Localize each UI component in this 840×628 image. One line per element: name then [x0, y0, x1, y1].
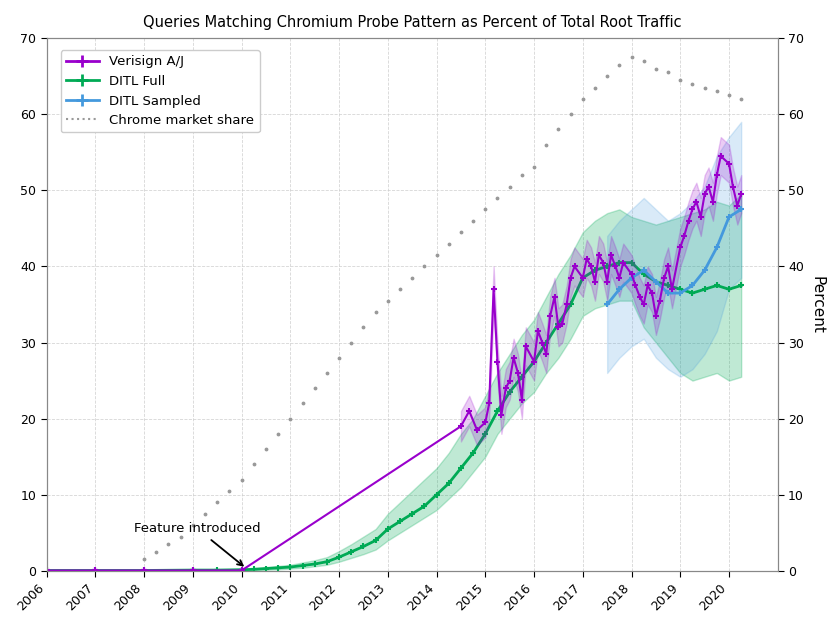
Legend: Verisign A/J, DITL Full, DITL Sampled, Chrome market share: Verisign A/J, DITL Full, DITL Sampled, C… [60, 50, 260, 133]
Title: Queries Matching Chromium Probe Pattern as Percent of Total Root Traffic: Queries Matching Chromium Probe Pattern … [143, 15, 681, 30]
Y-axis label: Percent: Percent [810, 276, 825, 333]
Text: Feature introduced: Feature introduced [134, 522, 261, 566]
